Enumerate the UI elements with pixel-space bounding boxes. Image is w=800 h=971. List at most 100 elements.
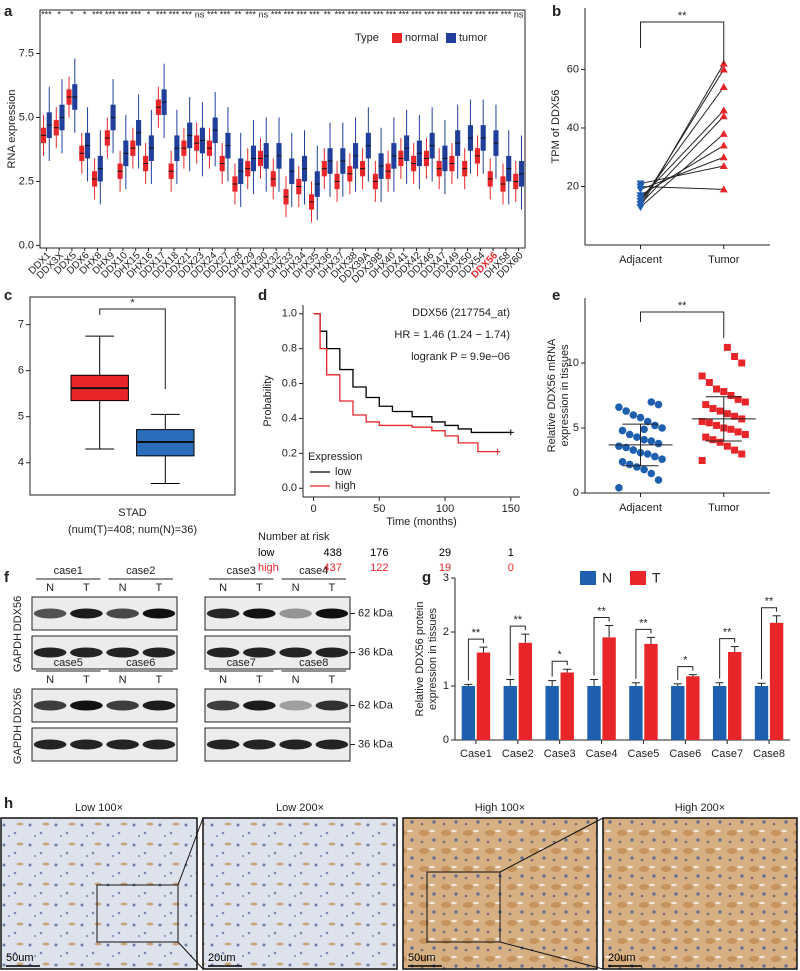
- y-tick-label: 0.0: [19, 239, 34, 251]
- x-tick-label: Tumor: [708, 254, 740, 266]
- point: [633, 463, 641, 471]
- point: [615, 403, 623, 412]
- point: [723, 410, 731, 418]
- size-label: 36 kDa: [358, 738, 394, 750]
- point: [719, 106, 728, 114]
- point: [640, 465, 648, 474]
- point: [702, 433, 710, 441]
- bar: [644, 643, 658, 740]
- bar: [503, 686, 517, 740]
- bar: [712, 686, 727, 740]
- case-label: case6: [126, 657, 155, 669]
- case-label: case7: [227, 657, 256, 669]
- lane-label: T: [156, 674, 163, 686]
- legend-label: T: [652, 570, 661, 586]
- significance-label: **: [597, 605, 606, 617]
- legend-swatch: [580, 571, 596, 585]
- image-title: Low 100×: [75, 802, 123, 814]
- significance-label: **: [678, 300, 687, 312]
- significance-label: ***: [437, 9, 448, 19]
- significance-label: ***: [296, 9, 307, 19]
- legend-label: low: [335, 466, 352, 478]
- significance-label: ***: [156, 9, 167, 19]
- lane-label: T: [329, 582, 336, 594]
- point: [716, 407, 724, 415]
- significance-label: *: [147, 9, 151, 19]
- x-tick-label: Adjacent: [619, 502, 662, 514]
- significance-label: ns: [195, 9, 205, 19]
- blot-band: [206, 647, 240, 658]
- point: [727, 392, 735, 399]
- significance-label: **: [234, 9, 242, 19]
- blot-band: [315, 647, 349, 658]
- significance-bracket: [719, 638, 736, 679]
- legend-title: Expression: [308, 451, 362, 463]
- significance-label: **: [765, 596, 774, 608]
- y-tick-label: 0.8: [282, 343, 297, 355]
- legend-label: N: [602, 570, 612, 586]
- y-tick-label: 20: [567, 180, 579, 192]
- point: [731, 446, 739, 454]
- y-axis-label: RNA expression: [6, 90, 18, 169]
- point: [654, 439, 663, 448]
- bar: [560, 672, 574, 740]
- significance-bracket: [99, 308, 166, 389]
- y-tick-label: 2: [443, 626, 449, 638]
- y-axis-label: Relative DDX56 mRNA: [546, 338, 558, 452]
- y-tick-label: 5: [573, 422, 579, 434]
- blot-band: [243, 739, 276, 750]
- blot-band: [206, 739, 240, 750]
- significance-label: ***: [411, 9, 422, 19]
- censor-mark: [494, 448, 501, 455]
- point: [636, 413, 645, 422]
- zoom-connector: [177, 817, 204, 886]
- size-label: 62 kDa: [358, 607, 394, 619]
- point: [719, 83, 728, 90]
- pair-line: [640, 156, 724, 190]
- y-tick-label: 1.0: [282, 308, 297, 320]
- significance-label: **: [472, 627, 481, 639]
- y-axis-label: expression in tissues: [427, 607, 439, 710]
- panel-label: c: [4, 287, 12, 304]
- risk-row-label: high: [258, 562, 279, 574]
- legend-title: Type: [355, 32, 379, 44]
- panel-label: a: [4, 3, 13, 20]
- point: [698, 418, 706, 425]
- point: [727, 425, 735, 433]
- ihc-image: [202, 817, 398, 970]
- panel-label: b: [552, 3, 561, 20]
- lane-label: T: [83, 674, 90, 686]
- x-tick-label: Case7: [711, 748, 743, 760]
- lane-label: N: [119, 582, 127, 594]
- significance-label: ***: [450, 9, 461, 19]
- point: [713, 385, 721, 393]
- y-tick-label: 0.6: [282, 377, 297, 389]
- point: [629, 446, 638, 454]
- y-tick-label: 2.5: [19, 175, 34, 187]
- point: [643, 417, 652, 426]
- protein-label: DDX56: [12, 596, 24, 631]
- bar: [587, 686, 601, 740]
- lane-label: N: [219, 674, 227, 686]
- point: [705, 379, 713, 386]
- significance-label: ***: [373, 9, 384, 19]
- protein-label: GAPDH: [12, 633, 24, 672]
- legend-swatch: [392, 33, 402, 43]
- significance-label: ***: [501, 9, 512, 19]
- zoom-connector: [499, 817, 604, 873]
- pair-line: [640, 115, 725, 205]
- point: [719, 153, 728, 161]
- panel-label: h: [4, 795, 13, 812]
- point: [738, 359, 746, 367]
- y-axis-label: TPM of DDX56: [550, 90, 562, 164]
- panel-label: e: [552, 287, 560, 304]
- lane-label: T: [83, 582, 90, 594]
- size-label: 36 kDa: [358, 646, 394, 658]
- point: [643, 450, 652, 458]
- significance-label: ***: [41, 9, 52, 19]
- case-label: case5: [54, 657, 83, 669]
- y-axis-label: expression in tissues: [559, 344, 571, 447]
- significance-label: *: [70, 9, 74, 19]
- bar: [728, 651, 742, 740]
